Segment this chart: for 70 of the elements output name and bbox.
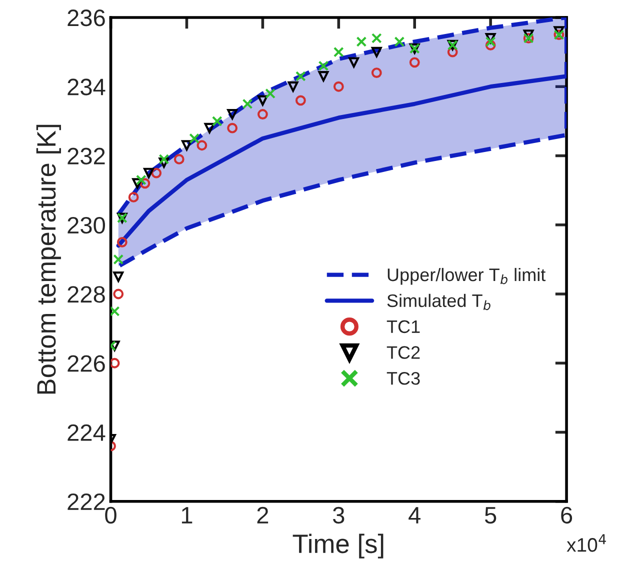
point	[356, 36, 367, 47]
y-tick-label: 230	[68, 216, 105, 234]
point	[485, 40, 496, 50]
point	[151, 168, 162, 178]
y-tick-label: 232	[68, 148, 105, 165]
point	[242, 98, 253, 110]
point	[318, 71, 329, 82]
x-tick-label: 1	[182, 507, 192, 524]
x-tick-label: 3	[332, 506, 344, 524]
point	[174, 154, 184, 164]
legend-label: Upper/lower T$_{b}$ limit	[388, 268, 546, 285]
point	[447, 46, 458, 58]
point	[212, 116, 222, 126]
y-tick-label: 222	[68, 493, 105, 510]
point	[485, 36, 496, 47]
x-tick-label: 2	[257, 506, 268, 524]
legend-label: TC1	[386, 320, 420, 334]
point	[394, 36, 405, 47]
point	[288, 81, 298, 92]
text: x10$^{4}$	[566, 534, 606, 552]
point	[189, 133, 200, 144]
point	[554, 26, 564, 37]
point	[113, 272, 124, 282]
point	[140, 178, 150, 189]
point	[333, 46, 344, 58]
point	[333, 81, 344, 92]
x-axis-title: Time [s]	[292, 534, 384, 558]
x-tick-label: 6	[561, 506, 572, 524]
point	[158, 154, 170, 164]
legend-label: TC2	[386, 346, 420, 359]
point	[409, 57, 420, 68]
y-axis-title: Bottom temperature [K]	[36, 124, 61, 394]
point	[158, 157, 170, 168]
point	[485, 33, 496, 44]
point	[182, 140, 192, 151]
y-tick-label: 226	[68, 355, 105, 372]
point	[128, 192, 139, 202]
point	[348, 57, 360, 68]
point	[110, 306, 120, 316]
point	[110, 358, 120, 368]
point	[204, 122, 215, 134]
point	[265, 88, 276, 99]
y-tick-label: 234	[68, 78, 106, 96]
point	[136, 174, 146, 186]
point	[371, 33, 382, 44]
point	[318, 60, 329, 72]
point	[295, 71, 306, 82]
point	[196, 140, 208, 151]
y-tick-label: 228	[68, 286, 105, 303]
point	[227, 122, 238, 134]
point	[113, 254, 124, 265]
point	[132, 178, 143, 189]
legend-label: Simulated T$_{b}$	[387, 294, 490, 310]
point	[257, 109, 268, 120]
point	[371, 68, 382, 78]
x-tick-label: 4	[408, 507, 420, 524]
point	[227, 109, 238, 120]
point	[116, 236, 128, 248]
y-tick-label: 236	[68, 10, 105, 26]
point	[144, 168, 154, 178]
x-tick-label: 5	[484, 507, 496, 524]
legend-label: TC3	[386, 372, 420, 385]
point	[110, 340, 120, 352]
point	[257, 95, 268, 106]
x-tick-label: 0	[105, 506, 116, 524]
point	[371, 46, 382, 58]
point	[295, 95, 306, 106]
point	[523, 30, 534, 40]
point	[113, 288, 124, 300]
y-tick-label: 224	[68, 424, 106, 441]
